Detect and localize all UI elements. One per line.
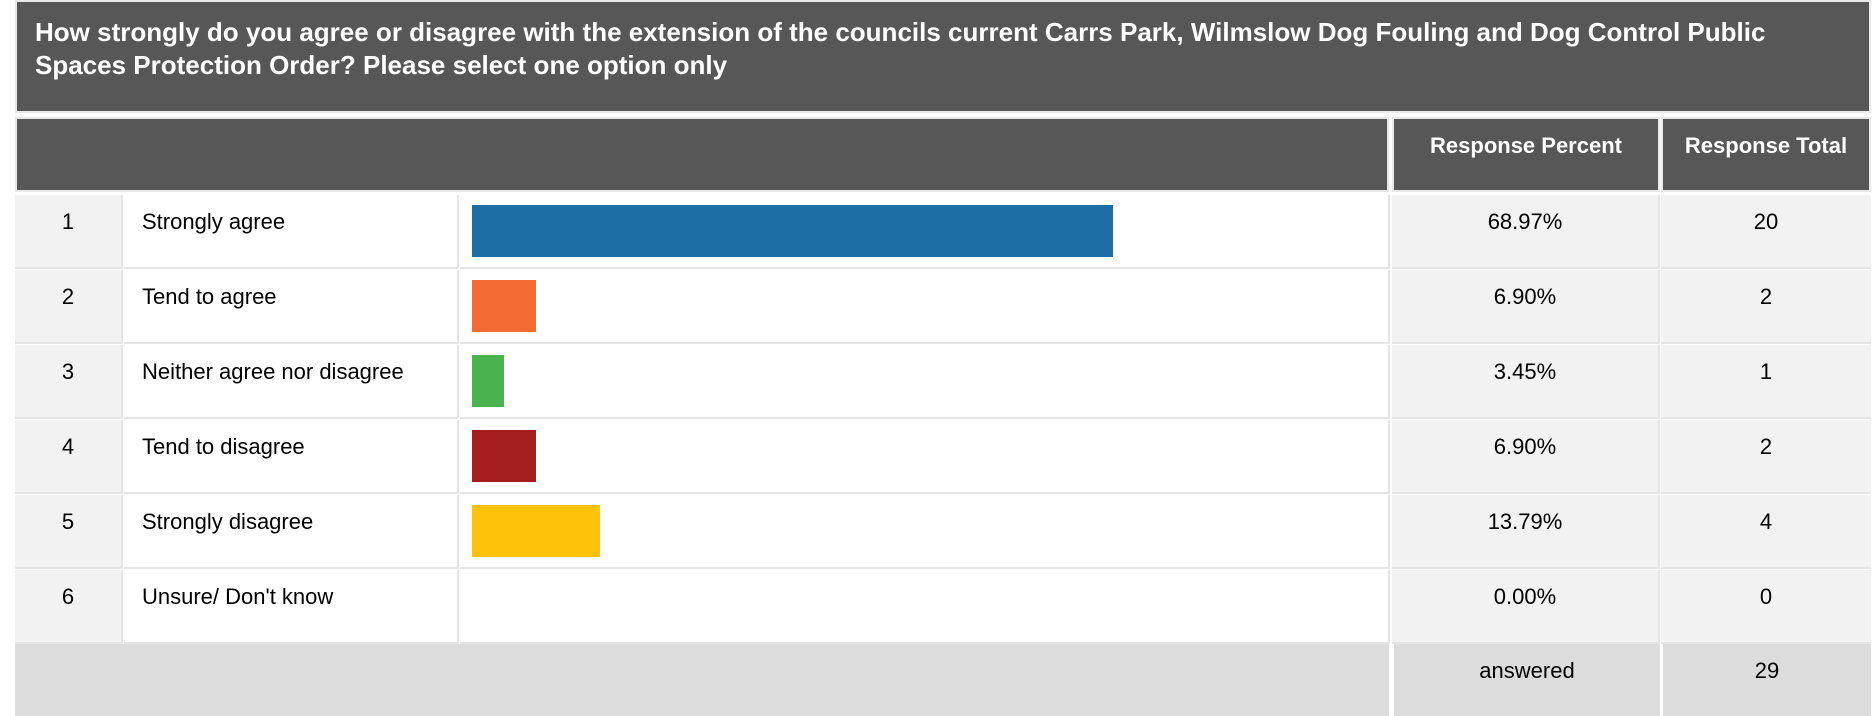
answered-label: answered (1392, 644, 1660, 716)
response-percent: 68.97% (1392, 195, 1660, 269)
option-label: Unsure/ Don't know (124, 570, 459, 644)
response-total: 20 (1661, 195, 1871, 269)
answered-value: 29 (1661, 644, 1871, 716)
row-number: 1 (15, 195, 123, 269)
survey-question-panel: How strongly do you agree or disagree wi… (15, 0, 1871, 716)
table-row: 1 Strongly agree 68.97% 20 (15, 195, 1871, 270)
bar-cell (460, 570, 1390, 644)
response-percent: 3.45% (1392, 345, 1660, 419)
question-title: How strongly do you agree or disagree wi… (15, 0, 1871, 113)
table-row: 5 Strongly disagree 13.79% 4 (15, 495, 1871, 570)
response-percent: 6.90% (1392, 270, 1660, 344)
percent-bar (472, 505, 600, 557)
option-label: Tend to agree (124, 270, 459, 344)
bar-cell (460, 420, 1390, 494)
response-total: 2 (1661, 420, 1871, 494)
option-label: Neither agree nor disagree (124, 345, 459, 419)
response-percent: 6.90% (1392, 420, 1660, 494)
row-number: 6 (15, 570, 123, 644)
table-row: 4 Tend to disagree 6.90% 2 (15, 420, 1871, 495)
percent-bar (472, 430, 536, 482)
bar-cell (460, 345, 1390, 419)
option-label: Strongly disagree (124, 495, 459, 569)
header-blank-cell (15, 117, 1389, 192)
bar-cell (460, 270, 1390, 344)
header-response-total: Response Total (1661, 117, 1871, 192)
response-total: 4 (1661, 495, 1871, 569)
table-row: 2 Tend to agree 6.90% 2 (15, 270, 1871, 345)
header-response-percent: Response Percent (1392, 117, 1660, 192)
bar-cell (460, 495, 1390, 569)
table-row: 3 Neither agree nor disagree 3.45% 1 (15, 345, 1871, 420)
option-label: Strongly agree (124, 195, 459, 269)
percent-bar (472, 280, 536, 332)
response-percent: 13.79% (1392, 495, 1660, 569)
option-label: Tend to disagree (124, 420, 459, 494)
row-number: 5 (15, 495, 123, 569)
row-number: 3 (15, 345, 123, 419)
row-number: 4 (15, 420, 123, 494)
percent-bar (472, 355, 504, 407)
response-total: 0 (1661, 570, 1871, 644)
response-total: 1 (1661, 345, 1871, 419)
response-percent: 0.00% (1392, 570, 1660, 644)
bar-cell (460, 195, 1390, 269)
row-number: 2 (15, 270, 123, 344)
response-total: 2 (1661, 270, 1871, 344)
percent-bar (472, 205, 1113, 257)
table-row: 6 Unsure/ Don't know 0.00% 0 (15, 570, 1871, 645)
footer-blank-cell (15, 644, 1389, 716)
